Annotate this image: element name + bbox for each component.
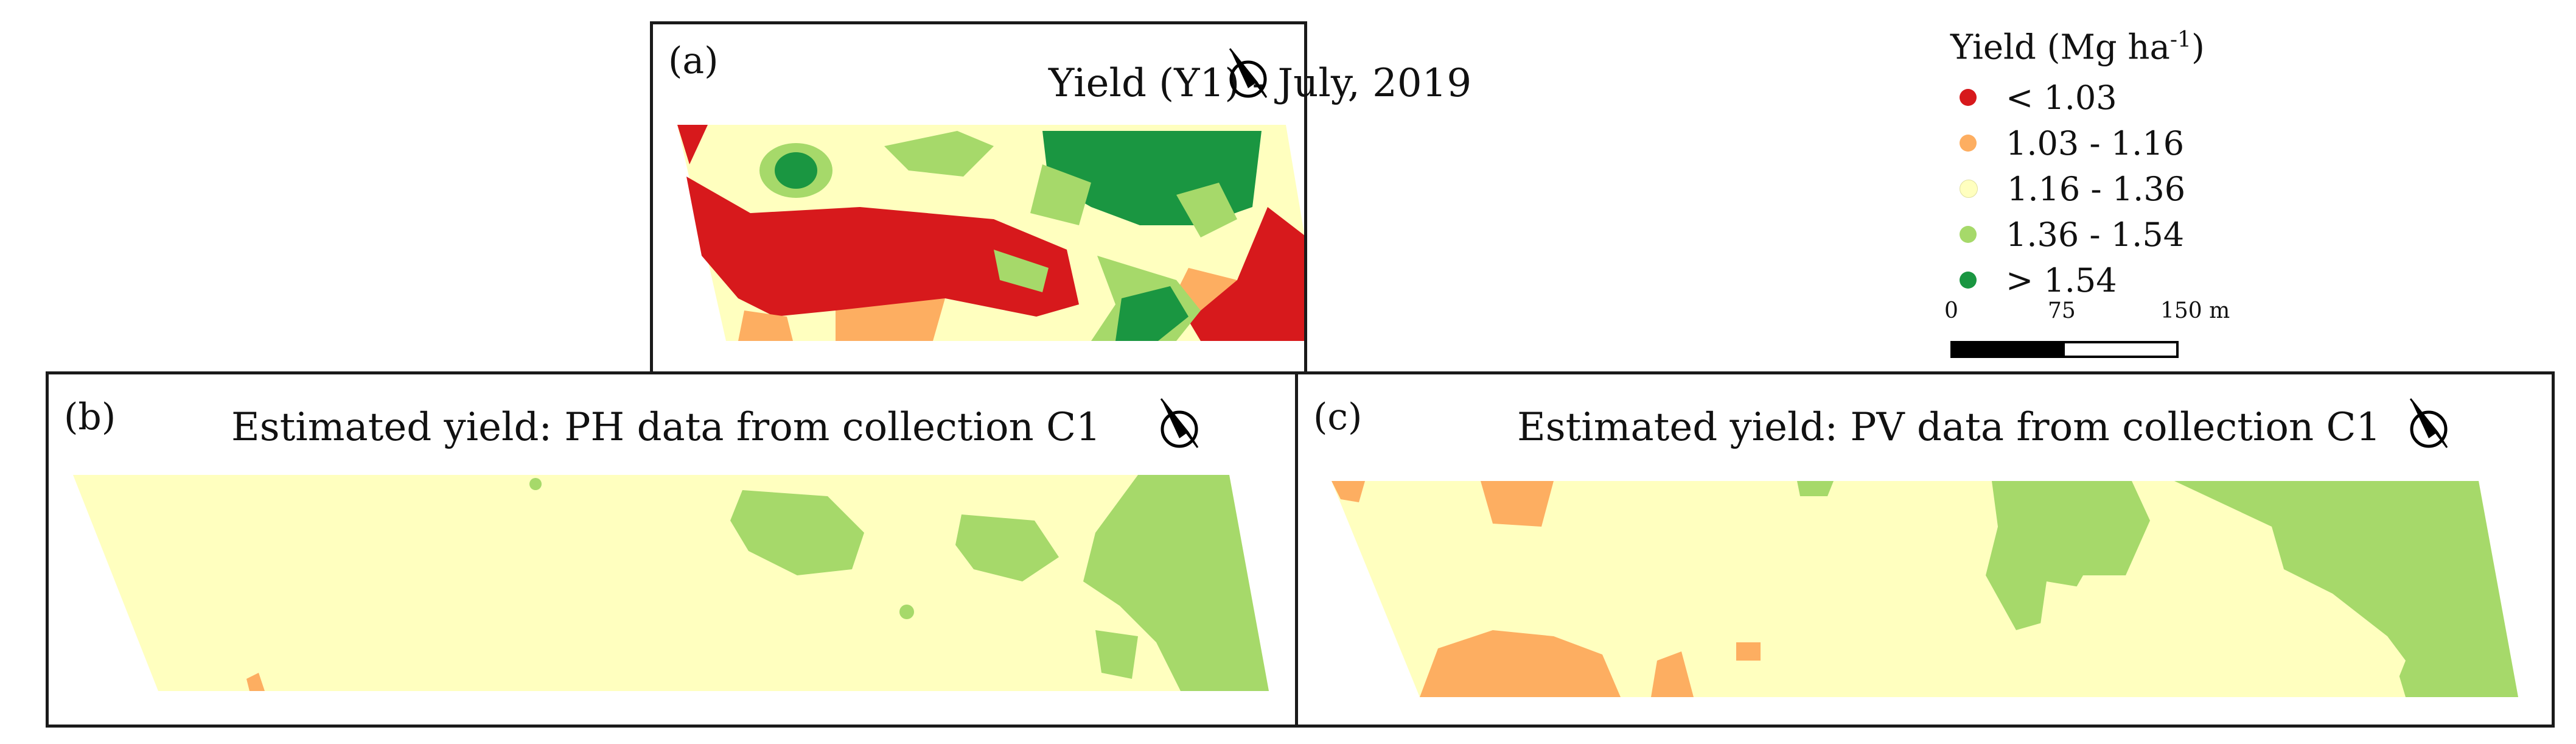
scale-tick: 75 xyxy=(2048,298,2076,323)
legend-swatch xyxy=(1960,135,1977,152)
yield-map-a xyxy=(677,125,1304,341)
scale-segment-dark xyxy=(1953,343,2065,356)
legend-item: 1.03 - 1.16 xyxy=(1960,122,2184,164)
legend-label: 1.03 - 1.16 xyxy=(2006,124,2185,163)
legend-item: 1.16 - 1.36 xyxy=(1960,167,2185,210)
panel-b-title: Estimated yield: PH data from collection… xyxy=(231,405,1101,450)
legend-item: > 1.54 xyxy=(1960,259,2117,301)
scale-tick: 0 xyxy=(1944,298,1958,323)
panel-a: (a) Yield (Y1) - July, 2019 xyxy=(650,21,1471,377)
legend-swatch xyxy=(1960,226,1977,243)
legend-item: 1.36 - 1.54 xyxy=(1960,213,2184,256)
legend-swatch xyxy=(1960,89,1977,106)
legend-label: 1.16 - 1.36 xyxy=(2007,169,2186,208)
legend-label: > 1.54 xyxy=(2006,261,2117,300)
panel-c-title: Estimated yield: PV data from collection… xyxy=(1517,405,2381,450)
panel-c-label: (c) xyxy=(1313,396,1363,438)
panel-b: (b) Estimated yield: PH data from collec… xyxy=(46,371,1299,728)
panel-c: (c) Estimated yield: PV data from collec… xyxy=(1295,371,2555,728)
panel-b-label: (b) xyxy=(64,396,116,438)
yield-map-c xyxy=(1332,481,2518,697)
legend-label: < 1.03 xyxy=(2006,78,2117,117)
scale-bar xyxy=(1950,341,2179,358)
legend-swatch xyxy=(1960,180,1978,198)
scale-tick: 150 m xyxy=(2160,298,2230,323)
legend-label: 1.36 - 1.54 xyxy=(2006,215,2185,254)
legend-item: < 1.03 xyxy=(1960,76,2117,119)
north-arrow-icon xyxy=(1160,398,1199,448)
legend-swatch xyxy=(1960,272,1977,289)
north-arrow-icon xyxy=(1229,48,1268,98)
legend-title: Yield (Mg ha-1) xyxy=(1950,27,2205,68)
panel-a-label: (a) xyxy=(668,40,719,82)
panel-a-title: Yield (Y1) - July, 2019 xyxy=(1049,61,1472,106)
scale-segment-light xyxy=(2064,343,2176,356)
yield-map-b xyxy=(73,475,1269,691)
north-arrow-icon xyxy=(2409,398,2448,448)
